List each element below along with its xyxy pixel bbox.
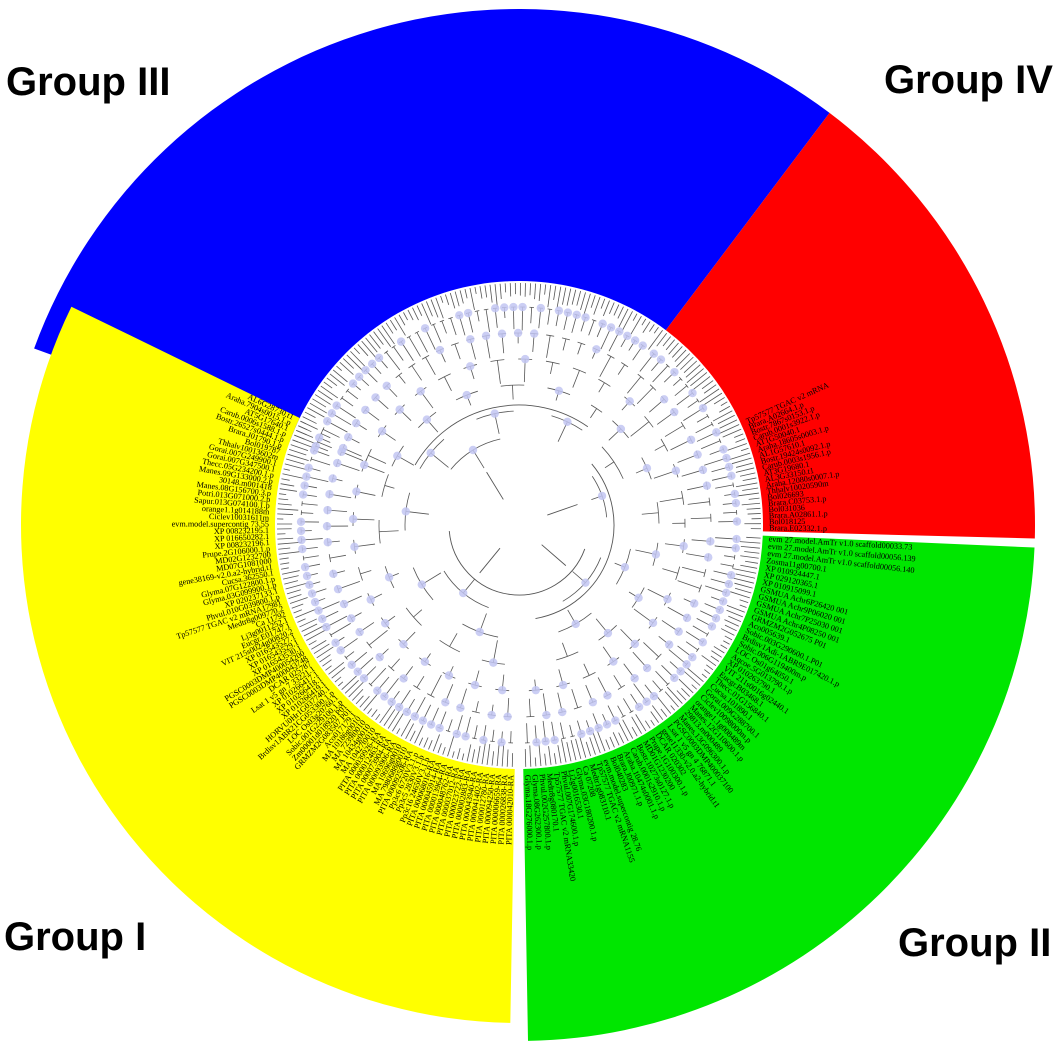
leaf-label: XP 008232195.1 <box>214 526 269 536</box>
leaf-label: orange1.1g014188m <box>202 504 271 516</box>
leaf-label: evm.model.supercontig 73.55 <box>172 520 269 529</box>
group-iii-label: Group III <box>6 60 171 104</box>
group-i-label: Group I <box>4 915 147 959</box>
leaf-label: Brara.A02861.1.p <box>769 509 828 520</box>
group-i-band <box>20 306 515 1023</box>
leaf-label: Bol031036 <box>768 503 805 514</box>
leaf-label: Glyma.18G276000.1.p <box>523 775 534 851</box>
leaf-label: Brara.E02332.1.p <box>769 523 827 533</box>
group-color-bands <box>20 8 1035 1041</box>
leaf-label: XP 008232196.1 <box>214 538 270 551</box>
leaf-label: PITA 000042010-RA <box>504 775 515 845</box>
group-iv-label: Group IV <box>884 58 1053 102</box>
group-ii-band <box>523 535 1035 1041</box>
leaf-label: Ciclev10031611m <box>209 512 270 523</box>
tree-branches <box>277 283 761 767</box>
group-ii-label: Group II <box>898 921 1052 965</box>
group-iii-band <box>34 8 830 442</box>
leaf-label: XP 016650282.1 <box>214 532 270 544</box>
tree-node-markers <box>296 302 742 747</box>
leaf-label: Bol026693 <box>767 489 804 502</box>
group-iv-band <box>665 112 1035 539</box>
leaf-label: PITA 000026838-RA <box>497 774 510 845</box>
leaf-label: Bol018125 <box>769 517 805 526</box>
